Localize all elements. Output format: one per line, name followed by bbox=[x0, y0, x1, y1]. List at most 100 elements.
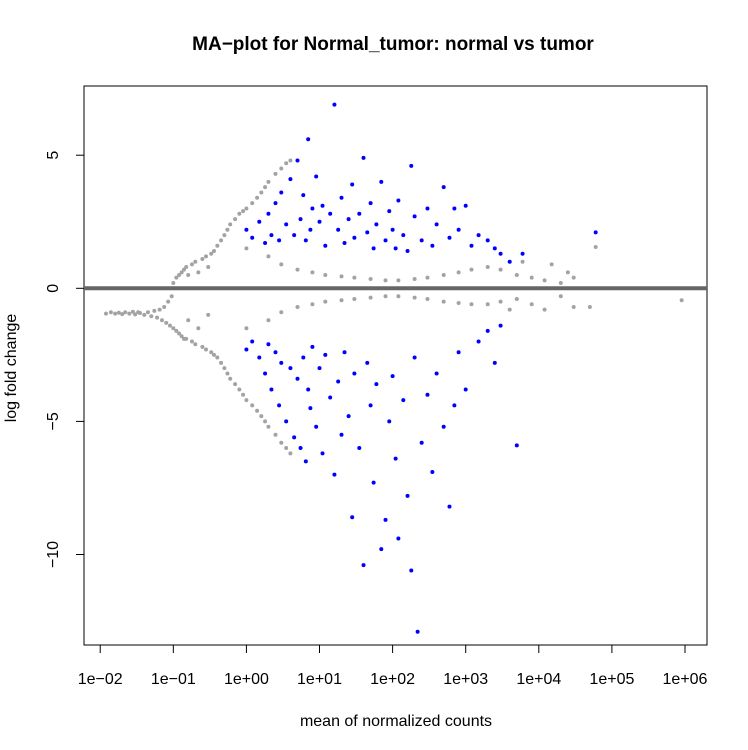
non-significant-point bbox=[396, 294, 401, 299]
non-significant-point bbox=[259, 414, 264, 419]
significant-point bbox=[336, 227, 341, 232]
significant-point bbox=[365, 230, 370, 235]
non-significant-point bbox=[498, 299, 503, 304]
non-significant-point bbox=[206, 312, 211, 317]
non-significant-point bbox=[171, 326, 176, 331]
non-significant-point bbox=[498, 267, 503, 272]
non-significant-point bbox=[507, 307, 512, 312]
significant-point bbox=[332, 472, 337, 477]
significant-point bbox=[314, 424, 319, 429]
non-significant-point bbox=[186, 318, 191, 323]
non-significant-point bbox=[142, 312, 147, 317]
significant-point bbox=[374, 222, 379, 227]
significant-point bbox=[306, 137, 311, 142]
significant-point bbox=[383, 517, 388, 522]
non-significant-point bbox=[177, 331, 182, 336]
non-significant-point bbox=[184, 336, 189, 341]
non-significant-point bbox=[310, 270, 315, 275]
significant-point bbox=[314, 174, 319, 179]
non-significant-point bbox=[323, 299, 328, 304]
non-significant-point bbox=[159, 318, 164, 323]
non-significant-point bbox=[456, 270, 461, 275]
non-significant-point bbox=[263, 185, 268, 190]
non-significant-point bbox=[145, 310, 150, 315]
significant-point bbox=[463, 203, 468, 208]
non-significant-point bbox=[209, 350, 214, 355]
non-significant-point bbox=[152, 308, 157, 313]
significant-point bbox=[352, 235, 357, 240]
non-significant-point bbox=[396, 278, 401, 283]
significant-point bbox=[257, 355, 262, 360]
non-significant-point bbox=[266, 318, 271, 323]
non-significant-point bbox=[189, 339, 194, 344]
significant-point bbox=[352, 371, 357, 376]
non-significant-point bbox=[174, 328, 179, 333]
significant-point bbox=[415, 629, 420, 634]
non-significant-point bbox=[593, 245, 598, 250]
non-significant-point bbox=[162, 304, 167, 309]
significant-point bbox=[507, 259, 512, 264]
significant-point bbox=[339, 195, 344, 200]
non-significant-point bbox=[179, 334, 184, 339]
significant-point bbox=[387, 419, 392, 424]
non-significant-point bbox=[295, 267, 300, 272]
significant-point bbox=[357, 446, 362, 451]
non-significant-point bbox=[279, 440, 284, 445]
significant-point bbox=[303, 238, 308, 243]
non-significant-point bbox=[206, 265, 211, 270]
non-significant-point bbox=[383, 278, 388, 283]
significant-point bbox=[269, 387, 274, 392]
non-significant-point bbox=[587, 304, 592, 309]
significant-point bbox=[593, 230, 598, 235]
significant-point bbox=[332, 102, 337, 107]
significant-point bbox=[368, 201, 373, 206]
non-significant-point bbox=[368, 276, 373, 281]
significant-point bbox=[441, 185, 446, 190]
significant-point bbox=[310, 344, 315, 349]
non-significant-point bbox=[222, 366, 227, 371]
non-significant-point bbox=[255, 195, 260, 200]
significant-point bbox=[328, 395, 333, 400]
non-significant-point bbox=[113, 311, 118, 316]
significant-point bbox=[361, 155, 366, 160]
non-significant-point bbox=[186, 273, 191, 277]
significant-point bbox=[379, 547, 384, 552]
significant-point bbox=[273, 201, 278, 206]
non-significant-point bbox=[485, 302, 490, 307]
x-axis: 1e−02 1e−01 1e+00 1e+01 1e+02 1e+03 1e+04 1e+05… bbox=[78, 645, 708, 688]
significant-point bbox=[409, 163, 414, 168]
non-significant-point bbox=[558, 280, 563, 285]
non-significant-point bbox=[177, 273, 182, 277]
significant-point bbox=[295, 376, 300, 381]
non-significant-point bbox=[250, 403, 255, 408]
x-tick-label: 1e+04 bbox=[516, 671, 561, 688]
significant-point bbox=[295, 158, 300, 163]
significant-point bbox=[405, 493, 410, 498]
non-significant-point bbox=[225, 227, 230, 232]
significant-point bbox=[244, 347, 249, 352]
non-significant-point bbox=[339, 274, 344, 279]
significant-point bbox=[277, 403, 282, 408]
significant-point bbox=[292, 435, 297, 440]
non-significant-point bbox=[383, 294, 388, 299]
non-significant-point bbox=[228, 376, 233, 381]
significant-point bbox=[350, 182, 355, 187]
significant-point bbox=[520, 251, 525, 256]
non-significant-point bbox=[456, 300, 461, 305]
significant-point bbox=[447, 235, 452, 240]
non-significant-point bbox=[108, 310, 113, 315]
significant-point bbox=[371, 480, 376, 485]
significant-point bbox=[396, 198, 401, 203]
non-significant-point bbox=[259, 190, 264, 195]
significant-point bbox=[308, 406, 313, 411]
non-significant-point bbox=[425, 296, 430, 301]
non-significant-point bbox=[200, 257, 205, 262]
significant-point bbox=[393, 246, 398, 251]
significant-point bbox=[266, 211, 271, 216]
significant-point bbox=[284, 419, 289, 424]
x-tick-label: 1e+05 bbox=[589, 671, 634, 688]
plot-frame bbox=[83, 85, 708, 646]
significant-point bbox=[393, 456, 398, 461]
points-layer bbox=[104, 102, 684, 634]
